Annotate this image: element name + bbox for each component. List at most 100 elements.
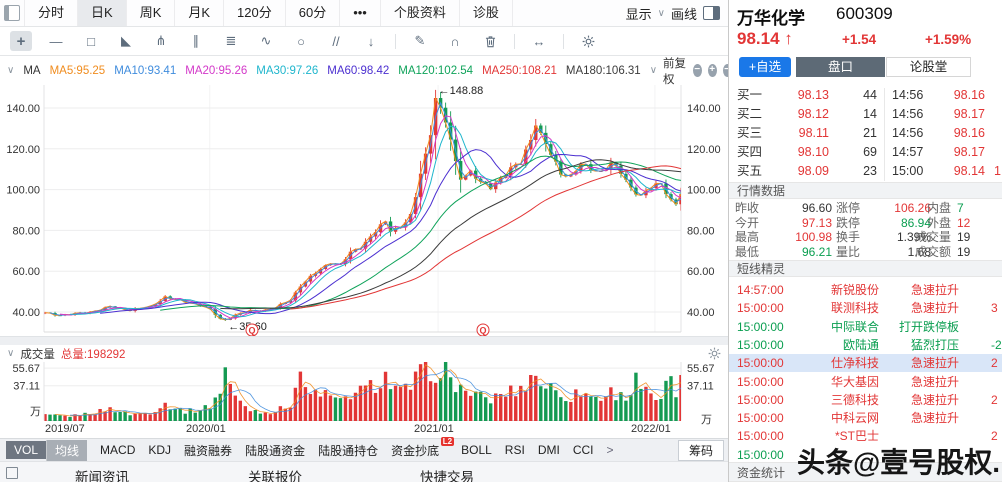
indicator-tab-ma[interactable]: 均线	[46, 439, 88, 461]
tab-depth[interactable]: 盘口	[796, 57, 885, 77]
indicator-tab-boll[interactable]: BOLL	[461, 443, 492, 457]
pane-divider[interactable]	[0, 336, 728, 345]
shortline-row[interactable]: 15:00:00 三德科技 急速拉升 2	[729, 391, 1002, 409]
svg-text:37.11: 37.11	[13, 381, 40, 393]
arrow-mark-tool-icon[interactable]: ↓	[367, 33, 375, 49]
bid-row-5[interactable]: 买五 98.09 23 15:00 98.14 1	[729, 162, 1002, 181]
indicator-tab-dmi[interactable]: DMI	[537, 443, 560, 457]
polyline-tool-icon[interactable]: ⋔	[155, 33, 167, 48]
adjust-mode-label[interactable]: 前复权	[663, 57, 687, 86]
shortline-row[interactable]: 15:00:00 欧陆通 猛烈打压 -2	[729, 336, 1002, 354]
bottomnav-quick-trade[interactable]: 快捷交易	[420, 470, 474, 482]
move-tool-icon[interactable]: +	[10, 31, 32, 51]
alert-time: 15:00:00	[737, 393, 784, 407]
shortline-row-selected[interactable]: 15:00:00 仕净科技 急速拉升 2	[729, 354, 1002, 372]
fan-lines-tool-icon[interactable]: ◣	[121, 33, 131, 48]
bid-row-3[interactable]: 买三 98.11 21 14:56 98.16	[729, 124, 1002, 143]
magnet-tool-icon[interactable]: ∩	[450, 33, 460, 49]
indicator-tab-margin[interactable]: 融资融券	[184, 443, 233, 458]
axis-label-2021-01: 2021/01	[414, 423, 454, 435]
tab-weekly-k[interactable]: 周K	[127, 0, 176, 26]
svg-text:Q: Q	[248, 326, 255, 336]
zoom-out-icon[interactable]: −	[692, 64, 702, 77]
zoom-in-icon[interactable]: +	[707, 64, 717, 77]
tab-forum[interactable]: 论股堂	[886, 57, 971, 77]
bid-row-2[interactable]: 买二 98.12 14 14:56 98.17	[729, 105, 1002, 124]
volume-settings-gear-icon[interactable]	[708, 347, 721, 360]
bottomnav-related-quotes[interactable]: 关联报价	[248, 470, 302, 482]
pencil-tool-icon[interactable]: ✎	[414, 33, 426, 48]
stat-label: 外盘	[926, 216, 951, 230]
tab-diagnose[interactable]: 诊股	[460, 0, 513, 26]
svg-text:140.00: 140.00	[6, 103, 40, 115]
main-chart[interactable]: 140.00 140.00 120.00 120.00 100.00 100.00 80.0…	[0, 85, 728, 336]
shortline-row[interactable]: 15:00:00 *ST巴士 2	[729, 427, 1002, 445]
tab-monthly-k[interactable]: 月K	[175, 0, 225, 26]
trendline-tool-icon[interactable]: —	[49, 33, 63, 49]
chevron-down-icon[interactable]: ∨	[7, 348, 15, 359]
alert-event: 急速拉升	[910, 393, 959, 407]
settings-gear-icon[interactable]	[577, 31, 599, 51]
window-icon[interactable]	[6, 467, 18, 479]
tab-minute[interactable]: 分时	[24, 0, 79, 26]
bid-price: 98.13	[797, 88, 829, 102]
tab-more-periods[interactable]: •••	[340, 0, 381, 26]
chevron-down-icon[interactable]: ∨	[649, 65, 658, 76]
collapse-left-icon[interactable]	[4, 5, 20, 21]
trash-icon[interactable]	[479, 31, 501, 51]
horizontal-expand-icon[interactable]: ↔	[532, 33, 546, 49]
panel-toggle-icon[interactable]	[703, 6, 720, 20]
tab-120min[interactable]: 120分	[224, 0, 286, 26]
indicator-tab-rsi[interactable]: RSI	[504, 443, 525, 457]
stat-label: 涨停	[836, 201, 861, 215]
alert-stock: 联测科技	[830, 301, 879, 315]
stat-value: 100.98	[795, 230, 832, 244]
indicator-tab-kdj[interactable]: KDJ	[148, 443, 172, 457]
volume-chart[interactable]: 55.67 55.67 37.11 37.11	[0, 362, 728, 421]
vertical-lines-tool-icon[interactable]: ∥	[192, 33, 200, 48]
bottomnav-news[interactable]: 新闻资讯	[75, 470, 129, 482]
indicator-tab-northbound-fund[interactable]: 陆股通资金	[245, 443, 306, 458]
ellipse-tool-icon[interactable]: ○	[297, 33, 305, 49]
bid-row-4[interactable]: 买四 98.10 69 14:57 98.17	[729, 143, 1002, 162]
drawline-button[interactable]: 画线	[670, 6, 697, 22]
indicator-more-chevron[interactable]: >	[606, 443, 614, 457]
chevron-down-icon: ∨	[657, 7, 665, 19]
add-watchlist-button[interactable]: +自选	[739, 57, 791, 77]
tick-time: 14:56	[892, 126, 924, 140]
wave-tool-icon[interactable]: ∿	[260, 33, 272, 48]
indicator-tab-macd[interactable]: MACD	[100, 443, 136, 457]
chips-button[interactable]: 筹码	[677, 439, 724, 461]
last-price-value: 98.14	[737, 29, 780, 48]
tab-60min[interactable]: 60分	[286, 0, 341, 26]
indicator-tab-fund-dip[interactable]: 资金抄底 L2	[391, 436, 455, 459]
indicator-tab-northbound-holding[interactable]: 陆股通持仓	[318, 443, 379, 458]
hatch-lines-tool-icon[interactable]: //	[332, 33, 340, 49]
display-menu[interactable]: 显示	[625, 6, 652, 22]
collapse-pane-icon[interactable]: −	[722, 64, 732, 77]
tab-daily-k[interactable]: 日K	[78, 0, 127, 26]
shortline-row[interactable]: 15:00:00 华大基因 急速拉升	[729, 373, 1002, 391]
indicator-tab-vol[interactable]: VOL	[6, 441, 47, 459]
shortline-row[interactable]: 15:00:00	[729, 446, 1002, 464]
stat-value: 19	[957, 245, 971, 259]
indicator-tab-cci[interactable]: CCI	[572, 443, 594, 457]
volume-unit-right: 万	[701, 414, 712, 426]
bid-row-1[interactable]: 买一 98.13 44 14:56 98.16	[729, 86, 1002, 105]
chevron-down-icon[interactable]: ∨	[7, 65, 15, 76]
shortline-row[interactable]: 15:00:00 联测科技 急速拉升 3	[729, 299, 1002, 317]
shortline-row[interactable]: 15:00:00 中科云网 急速拉升	[729, 409, 1002, 427]
alert-pct-fragment: 3	[991, 301, 998, 315]
shortline-row[interactable]: 15:00:00 中际联合 打开跌停板	[729, 318, 1002, 336]
alert-pct-fragment: 2	[991, 356, 998, 370]
rect-tool-icon[interactable]: □	[87, 33, 95, 49]
tab-stock-info[interactable]: 个股资料	[381, 0, 460, 26]
tick-volume-fragment: 1	[994, 164, 1001, 178]
shortline-row[interactable]: 14:57:00 新锐股份 急速拉升	[729, 281, 1002, 299]
stat-value: 7	[957, 201, 964, 215]
alert-pct-fragment: 2	[991, 393, 998, 407]
watermark: 头条@壹号股权.	[797, 447, 1001, 478]
gann-grid-tool-icon[interactable]: ≣	[225, 33, 237, 48]
alert-time: 15:00:00	[737, 338, 784, 352]
